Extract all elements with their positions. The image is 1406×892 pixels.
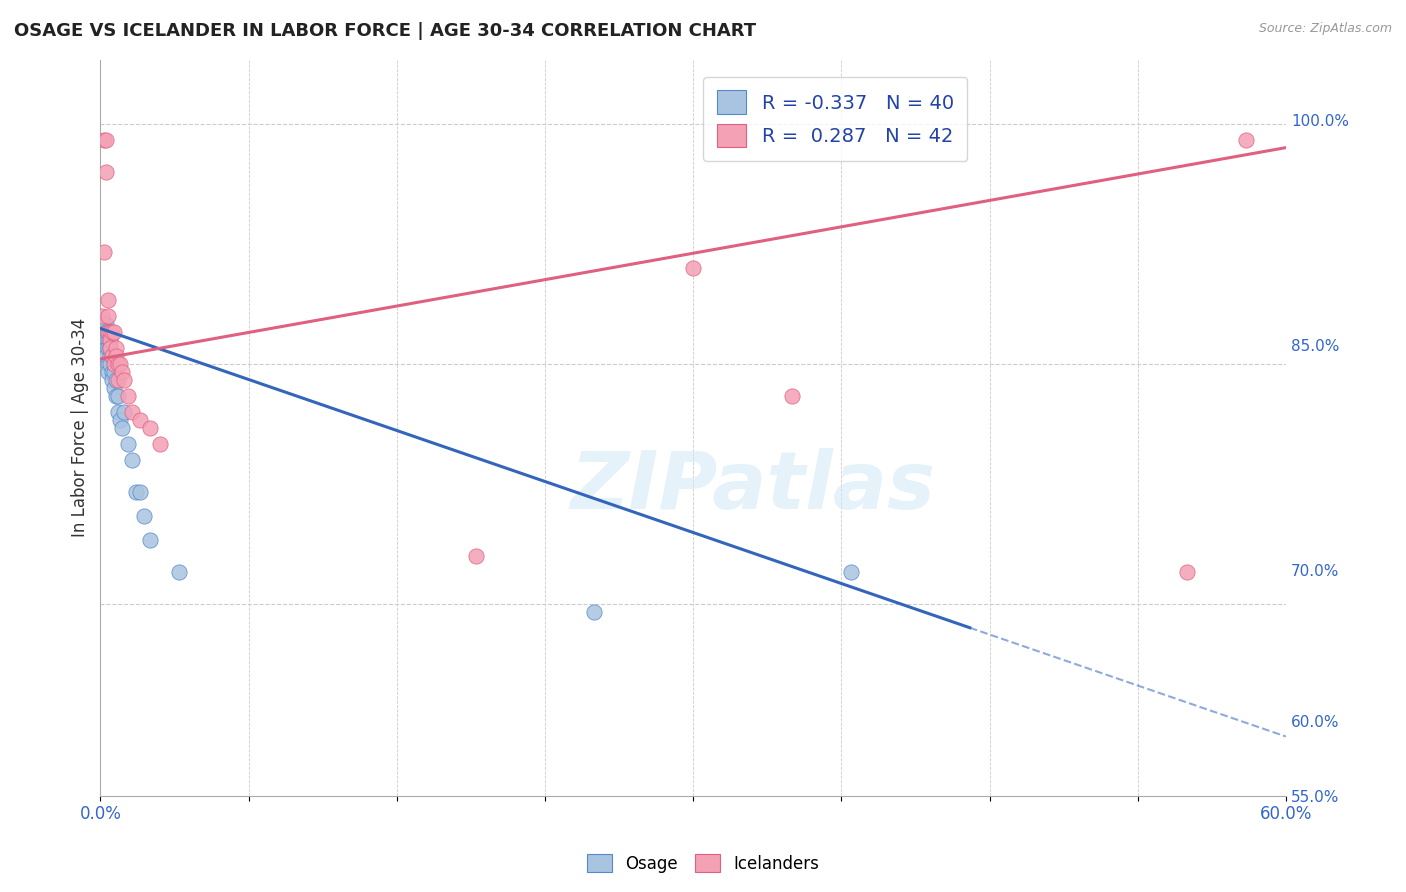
Point [132, 508, 155, 523]
Point [97, 309, 120, 323]
Point [103, 357, 125, 371]
Point [93, 317, 115, 331]
Point [98, 325, 121, 339]
Point [96, 164, 118, 178]
Point [107, 405, 129, 419]
Point [139, 533, 162, 547]
Point [128, 484, 150, 499]
Point [105, 389, 128, 403]
Point [101, 349, 124, 363]
Point [96, 341, 118, 355]
Point [121, 405, 143, 419]
Y-axis label: In Labor Force | Age 30-34: In Labor Force | Age 30-34 [72, 318, 89, 537]
Point [125, 484, 148, 499]
Point [101, 325, 124, 339]
Point [839, 565, 862, 579]
Point [98, 357, 121, 371]
Point [96, 349, 118, 363]
Point [112, 373, 135, 387]
Point [107, 357, 129, 371]
Point [96, 133, 118, 147]
Point [96, 325, 118, 339]
Point [682, 260, 704, 275]
Point [111, 365, 134, 379]
Point [112, 405, 135, 419]
Point [103, 381, 125, 395]
Point [117, 436, 139, 450]
Point [98, 349, 121, 363]
Point [117, 389, 139, 403]
Point [97, 333, 120, 347]
Legend: R = -0.337   N = 40, R =  0.287   N = 42: R = -0.337 N = 40, R = 0.287 N = 42 [703, 77, 967, 161]
Point [91, 317, 114, 331]
Point [464, 549, 486, 563]
Point [108, 412, 131, 426]
Point [96, 317, 118, 331]
Point [1175, 565, 1198, 579]
Point [96, 333, 118, 347]
Point [103, 365, 125, 379]
Point [1236, 133, 1258, 147]
Point [108, 357, 131, 371]
Point [91, 309, 114, 323]
Point [97, 341, 120, 355]
Point [93, 133, 115, 147]
Point [98, 341, 121, 355]
Point [97, 325, 120, 339]
Point [583, 605, 606, 619]
Point [101, 373, 124, 387]
Text: OSAGE VS ICELANDER IN LABOR FORCE | AGE 30-34 CORRELATION CHART: OSAGE VS ICELANDER IN LABOR FORCE | AGE … [14, 22, 756, 40]
Text: Source: ZipAtlas.com: Source: ZipAtlas.com [1258, 22, 1392, 36]
Point [105, 341, 128, 355]
Point [93, 325, 115, 339]
Point [98, 341, 121, 355]
Point [107, 389, 129, 403]
Point [101, 365, 124, 379]
Point [93, 244, 115, 259]
Point [169, 565, 191, 579]
Point [121, 452, 143, 467]
Point [91, 333, 114, 347]
Point [105, 373, 128, 387]
Point [139, 420, 162, 434]
Point [101, 349, 124, 363]
Point [98, 333, 121, 347]
Point [111, 420, 134, 434]
Text: ZIPatlas: ZIPatlas [569, 448, 935, 525]
Point [780, 389, 803, 403]
Point [97, 365, 120, 379]
Point [149, 436, 172, 450]
Point [98, 333, 121, 347]
Point [97, 293, 120, 307]
Legend: Osage, Icelanders: Osage, Icelanders [581, 847, 825, 880]
Point [103, 325, 125, 339]
Point [97, 325, 120, 339]
Point [105, 349, 128, 363]
Point [93, 325, 115, 339]
Point [107, 373, 129, 387]
Point [128, 412, 150, 426]
Point [97, 357, 120, 371]
